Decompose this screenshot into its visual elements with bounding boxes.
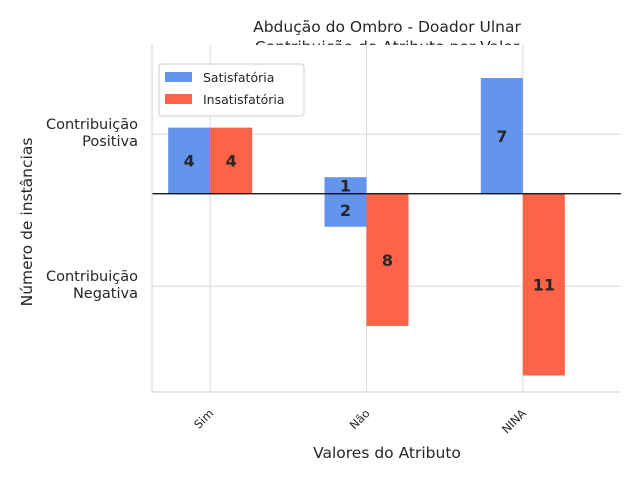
data-label: 1: [340, 176, 351, 195]
bar-satisfatoria-0: [168, 127, 211, 194]
data-label: 7: [496, 127, 507, 146]
data-label: 4: [184, 152, 195, 171]
bar-insatisfatoria-2: [522, 193, 565, 376]
legend-swatch: [165, 72, 192, 82]
bar-insatisfatoria-1: [366, 193, 409, 326]
data-label: 4: [226, 152, 237, 171]
x-tick-label: Não: [347, 406, 373, 432]
x-tick-label: NINA: [499, 406, 529, 436]
data-label: 8: [382, 251, 393, 270]
legend-label: Satisfatória: [203, 70, 274, 85]
legend: Satisfatória Insatisfatória: [158, 63, 305, 117]
bar-insatisfatoria-0: [210, 127, 253, 194]
y-axis-label: Número de instâncias: [18, 138, 36, 307]
data-label: 11: [533, 276, 555, 295]
bar-satisfatoria-2: [480, 78, 523, 194]
bar-satisfatoria-positive-1: [324, 177, 367, 194]
y-tick-label: Contribuição Positiva: [46, 117, 138, 150]
x-axis-label: Valores do Atributo: [313, 444, 461, 462]
legend-swatch: [165, 94, 192, 104]
bar-satisfatoria-1: [324, 193, 367, 227]
data-label: 2: [340, 201, 351, 220]
bars: [168, 78, 565, 376]
legend-label: Insatisfatória: [203, 92, 285, 107]
chart-title: Abdução do Ombro - Doador Ulnar: [253, 18, 521, 36]
y-tick-label: Contribuição Negativa: [46, 269, 138, 302]
legend-box: [158, 63, 305, 117]
data-labels: 4 4 2 8 1 7 11: [184, 127, 555, 295]
x-tick-label: Sim: [191, 406, 216, 431]
